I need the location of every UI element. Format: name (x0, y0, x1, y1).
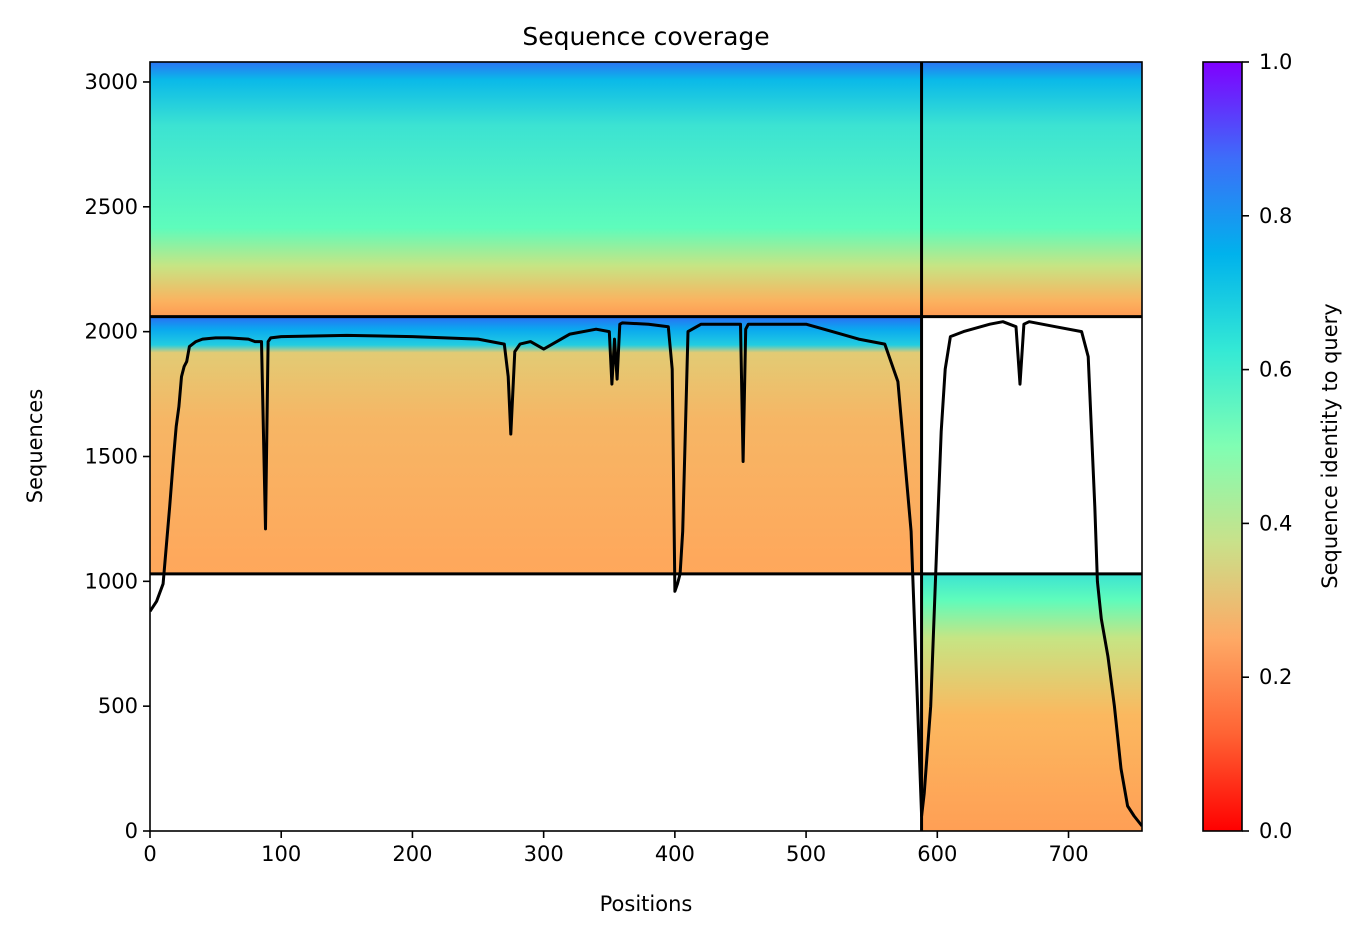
coverage-block-4 (921, 573, 1142, 831)
colorbar-tick-label: 0.6 (1259, 358, 1292, 382)
x-tick-label: 100 (261, 842, 301, 866)
colorbar-tick-label: 1.0 (1259, 50, 1292, 74)
colorbar-tick-label: 0.4 (1259, 511, 1292, 535)
colorbar-tick-label: 0.0 (1259, 819, 1292, 843)
x-tick-label: 500 (786, 842, 826, 866)
x-tick-label: 300 (524, 842, 564, 866)
plot-frame (149, 61, 1143, 832)
coverage-block-2 (921, 62, 1142, 317)
x-tick-label: 400 (655, 842, 695, 866)
y-axis-label: Sequences (23, 389, 47, 504)
coverage-block-1 (150, 62, 922, 317)
y-tick-label: 1500 (85, 444, 138, 468)
divider-lines (150, 62, 1142, 831)
y-tick-label: 500 (98, 694, 138, 718)
x-tick-label: 200 (392, 842, 432, 866)
y-tick-label: 0 (125, 819, 138, 843)
y-tick-label: 1000 (85, 569, 138, 593)
x-tick-label: 0 (143, 842, 156, 866)
y-tick-label: 2500 (85, 195, 138, 219)
coverage-blocks (150, 62, 1142, 831)
colorbar-ticks: 0.0 0.2 0.4 0.6 0.8 1.0 (1242, 50, 1292, 843)
y-tick-label: 3000 (85, 70, 138, 94)
colorbar (1202, 61, 1243, 832)
x-axis-label: Positions (600, 892, 693, 916)
x-tick-label: 600 (917, 842, 957, 866)
x-tick-label: 700 (1048, 842, 1088, 866)
colorbar-label: Sequence identity to query (1318, 303, 1342, 588)
plot-area (150, 62, 1142, 831)
colorbar-tick-label: 0.8 (1259, 204, 1292, 228)
coverage-line (150, 320, 1142, 827)
y-axis: 0 500 1000 1500 2000 2500 3000 (85, 70, 150, 843)
chart-title: Sequence coverage (522, 22, 769, 51)
y-tick-label: 2000 (85, 320, 138, 344)
x-axis: 0 100 200 300 400 500 600 700 (143, 831, 1089, 866)
coverage-block-3 (150, 316, 922, 574)
colorbar-tick-label: 0.2 (1259, 665, 1292, 689)
